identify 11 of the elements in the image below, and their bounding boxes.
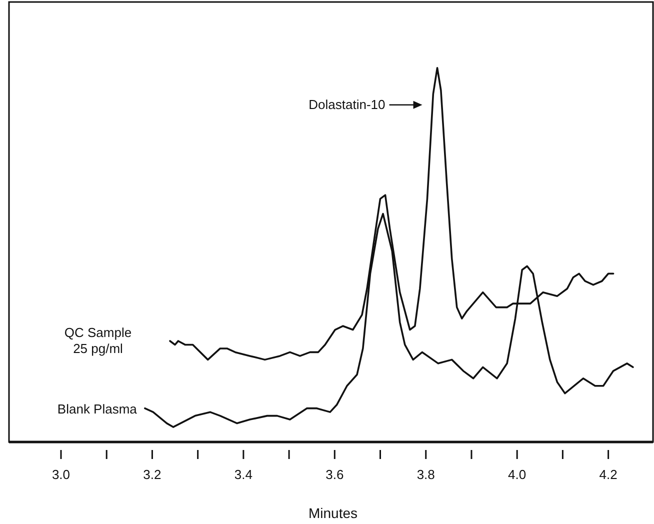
x-tick-label: 4.0 xyxy=(508,467,526,482)
x-tick-label: 3.0 xyxy=(52,467,70,482)
x-tick-label: 3.4 xyxy=(234,467,252,482)
x-axis-title: Minutes xyxy=(308,505,358,521)
series-label: Blank Plasma xyxy=(57,401,138,416)
annotation: Dolastatin-10 xyxy=(308,96,386,112)
x-tick-label: 3.2 xyxy=(143,467,162,482)
x-tick-label: 3.8 xyxy=(416,467,435,482)
x-tick-label: 3.6 xyxy=(326,467,344,482)
text: QC Sample 25 pg/ml xyxy=(64,324,132,356)
x-tick-label: 4.2 xyxy=(599,467,618,482)
